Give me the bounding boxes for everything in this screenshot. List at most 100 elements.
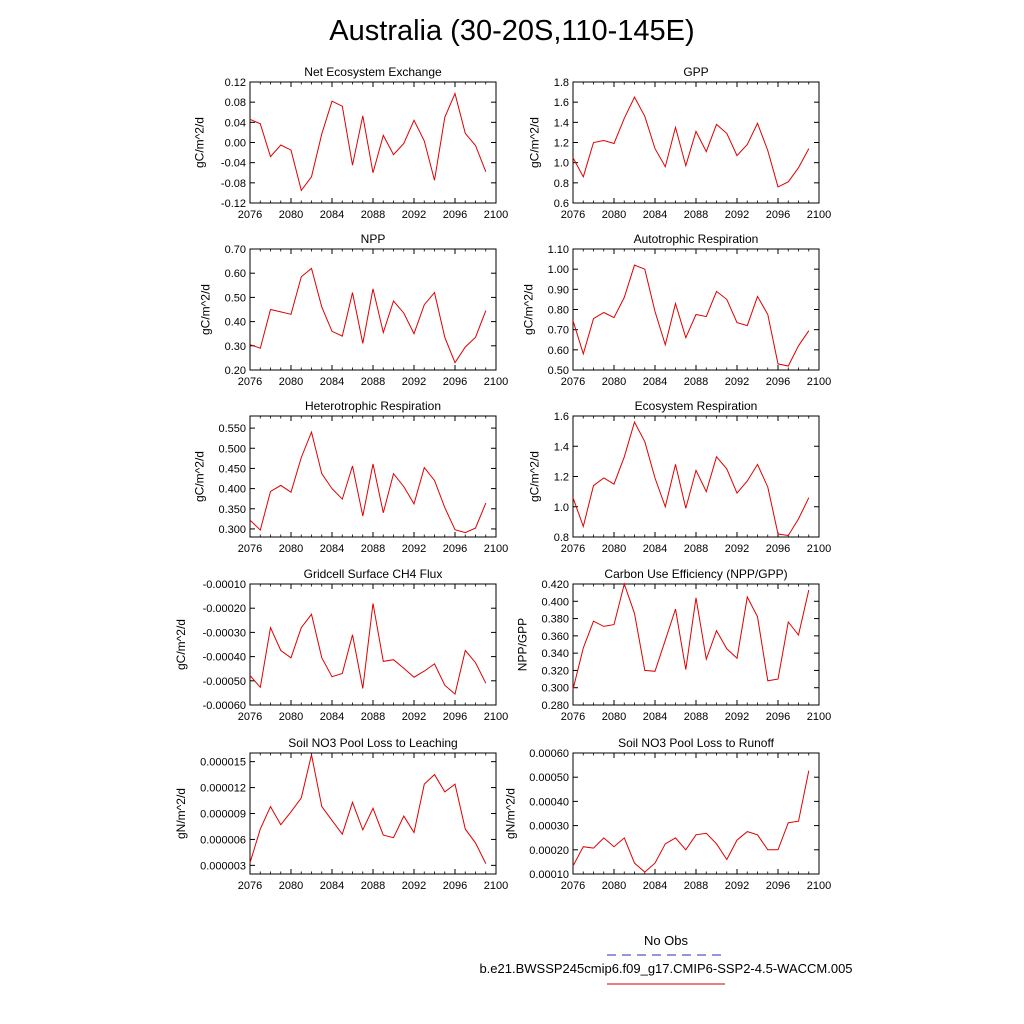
plot-frame — [572, 752, 820, 875]
y-tick-label: -0.00010 — [203, 579, 246, 591]
legend-model-label: b.e21.BWSSP245cmip6.f09_g17.CMIP6-SSP2-4… — [479, 961, 852, 976]
x-tick-label: 2076 — [238, 711, 262, 723]
panel-title: NPP — [361, 232, 386, 246]
y-axis-label: gC/m^2/d — [522, 284, 536, 335]
plot-frame — [572, 583, 820, 706]
y-tick-label: 1.0 — [554, 502, 569, 514]
x-tick-label: 2096 — [443, 880, 467, 892]
y-axis-label: gN/m^2/d — [503, 788, 517, 839]
x-tick-label: 2100 — [484, 880, 508, 892]
y-tick-label: 0.8 — [554, 532, 569, 544]
series-line — [572, 770, 810, 873]
x-tick-label: 2088 — [361, 209, 385, 221]
series-line — [572, 264, 810, 367]
y-tick-label: -0.00050 — [203, 676, 246, 688]
x-tick-label: 2100 — [807, 543, 831, 555]
plot-frame — [249, 248, 497, 371]
y-tick-label: 0.12 — [225, 77, 246, 89]
y-tick-label: 1.2 — [554, 472, 569, 484]
y-tick-label: 0.30 — [225, 341, 246, 353]
y-tick-label: 1.00 — [548, 264, 569, 276]
x-tick-label: 2092 — [725, 711, 749, 723]
x-tick-label: 2092 — [725, 880, 749, 892]
panel-net-ecosystem-exchange: Net Ecosystem Exchange 2076 2080 2084 2088 20… — [193, 65, 509, 221]
panel-autotrophic-respiration: Autotrophic Respiration 2076 2080 2084 2088 2… — [522, 232, 832, 388]
panel-grid: Net Ecosystem Exchange 2076 2080 2084 2088 20… — [174, 65, 831, 892]
x-tick-label: 2080 — [279, 376, 303, 388]
y-tick-label: 0.00030 — [529, 821, 569, 833]
x-tick-label: 2076 — [238, 209, 262, 221]
x-tick-label: 2084 — [320, 711, 344, 723]
y-tick-label: -0.04 — [221, 158, 246, 170]
panel-heterotrophic-respiration: Heterotrophic Respiration 2076 2080 2084 208… — [193, 399, 509, 555]
y-tick-label: 0.6 — [554, 198, 569, 210]
series-line — [249, 267, 487, 364]
y-tick-label: 0.70 — [548, 325, 569, 337]
y-tick-label: 0.380 — [541, 614, 569, 626]
series-line — [249, 92, 487, 192]
y-tick-label: 0.000009 — [200, 809, 246, 821]
x-tick-label: 2076 — [238, 543, 262, 555]
figure-title: Australia (30-20S,110-145E) — [329, 15, 694, 47]
panel-title: GPP — [683, 65, 708, 79]
y-tick-label: -0.00020 — [203, 603, 246, 615]
y-tick-label: 0.50 — [225, 292, 246, 304]
series-line — [249, 603, 487, 696]
y-tick-label: 0.300 — [541, 683, 569, 695]
y-tick-label: 0.50 — [548, 365, 569, 377]
x-tick-label: 2076 — [561, 376, 585, 388]
x-tick-label: 2084 — [643, 880, 667, 892]
x-tick-label: 2092 — [725, 376, 749, 388]
x-tick-label: 2100 — [807, 376, 831, 388]
x-tick-label: 2076 — [561, 880, 585, 892]
panel-title: Net Ecosystem Exchange — [304, 65, 442, 79]
x-tick-label: 2080 — [602, 376, 626, 388]
plot-frame — [572, 248, 820, 371]
panel-title: Carbon Use Efficiency (NPP/GPP) — [604, 567, 787, 581]
y-tick-label: 0.60 — [225, 268, 246, 280]
x-tick-label: 2088 — [684, 209, 708, 221]
x-tick-label: 2084 — [320, 880, 344, 892]
y-tick-label: 1.4 — [554, 441, 569, 453]
x-tick-label: 2096 — [443, 711, 467, 723]
y-axis-label: gN/m^2/d — [174, 788, 188, 839]
x-tick-label: 2092 — [725, 543, 749, 555]
panel-npp: NPP 2076 2080 2084 2088 2092 2096 2100 0.20 0.30 0… — [199, 232, 509, 388]
y-tick-label: 0.80 — [548, 305, 569, 317]
x-tick-label: 2088 — [684, 711, 708, 723]
y-tick-label: 1.8 — [554, 77, 569, 89]
plot-frame — [249, 415, 497, 538]
x-tick-label: 2076 — [561, 711, 585, 723]
y-tick-label: -0.00030 — [203, 627, 246, 639]
y-tick-label: 0.500 — [218, 443, 246, 455]
y-tick-label: 1.2 — [554, 138, 569, 150]
y-tick-label: -0.12 — [221, 198, 246, 210]
plot-frame — [249, 583, 497, 706]
panel-title: Ecosystem Respiration — [635, 399, 758, 413]
y-tick-label: -0.00040 — [203, 652, 246, 664]
x-tick-label: 2080 — [602, 543, 626, 555]
y-tick-label: 0.000006 — [200, 834, 246, 846]
panel-soil-no3-pool-loss-to-leaching: Soil NO3 Pool Loss to Leaching 2076 2080 20… — [174, 736, 508, 892]
x-tick-label: 2092 — [402, 880, 426, 892]
y-tick-label: 0.400 — [218, 484, 246, 496]
x-tick-label: 2088 — [684, 543, 708, 555]
panel-title: Soil NO3 Pool Loss to Runoff — [618, 736, 775, 750]
x-tick-label: 2088 — [361, 376, 385, 388]
y-tick-label: -0.00060 — [203, 700, 246, 712]
x-tick-label: 2088 — [684, 880, 708, 892]
x-tick-label: 2084 — [643, 711, 667, 723]
y-axis-label: NPP/GPP — [516, 618, 530, 671]
y-tick-label: 0.360 — [541, 631, 569, 643]
y-tick-label: 0.320 — [541, 665, 569, 677]
series-line — [572, 420, 810, 537]
x-tick-label: 2100 — [807, 880, 831, 892]
y-tick-label: 0.000003 — [200, 860, 246, 872]
y-axis-label: gC/m^2/d — [528, 117, 542, 168]
y-tick-label: 0.450 — [218, 463, 246, 475]
x-tick-label: 2096 — [766, 711, 790, 723]
x-tick-label: 2088 — [361, 543, 385, 555]
x-tick-label: 2100 — [807, 711, 831, 723]
x-tick-label: 2088 — [684, 376, 708, 388]
x-tick-label: 2092 — [402, 376, 426, 388]
